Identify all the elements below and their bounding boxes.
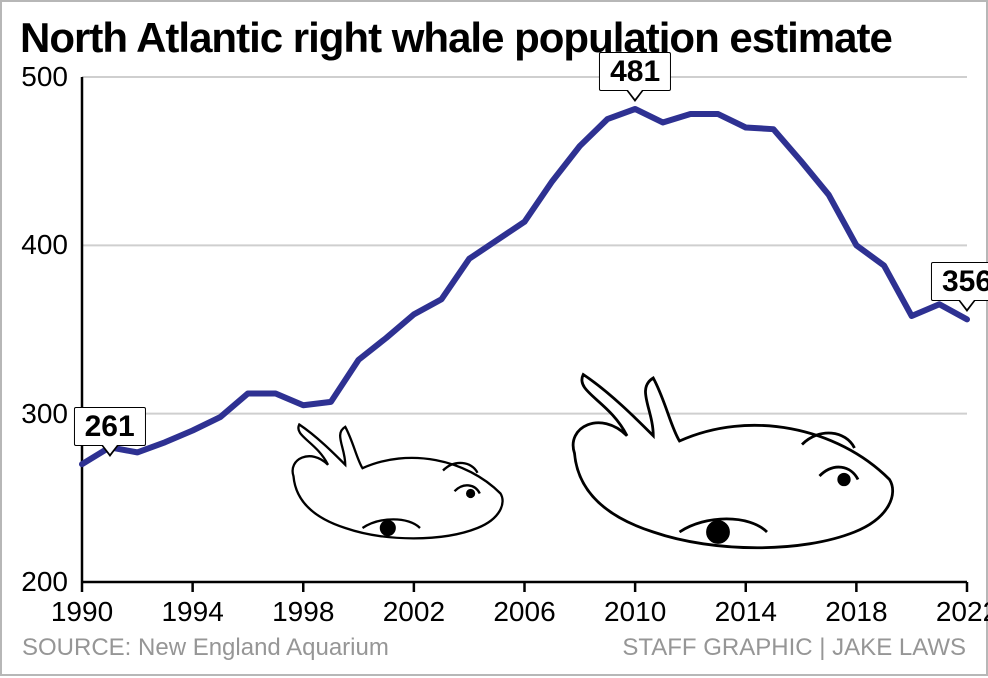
- x-tick-label: 1990: [51, 596, 113, 628]
- source-label: SOURCE: New England Aquarium: [22, 634, 389, 662]
- x-tick-label: 1998: [272, 596, 334, 628]
- x-tick-label: 1994: [161, 596, 223, 628]
- whale-illustration-small: [282, 412, 512, 552]
- y-tick-label: 300: [21, 398, 68, 430]
- y-tick-label: 400: [21, 229, 68, 261]
- credit-label: STAFF GRAPHIC | JAKE LAWS: [622, 634, 966, 662]
- x-tick-label: 2014: [715, 596, 777, 628]
- x-tick-label: 2022: [936, 596, 988, 628]
- y-tick-label: 200: [21, 566, 68, 598]
- line-chart: [2, 2, 988, 678]
- x-tick-label: 2018: [825, 596, 887, 628]
- whale-illustration-large: [547, 357, 917, 567]
- x-tick-label: 2010: [604, 596, 666, 628]
- chart-frame: North Atlantic right whale population es…: [0, 0, 988, 676]
- x-tick-label: 2002: [383, 596, 445, 628]
- x-tick-label: 2006: [493, 596, 555, 628]
- y-tick-label: 500: [21, 61, 68, 93]
